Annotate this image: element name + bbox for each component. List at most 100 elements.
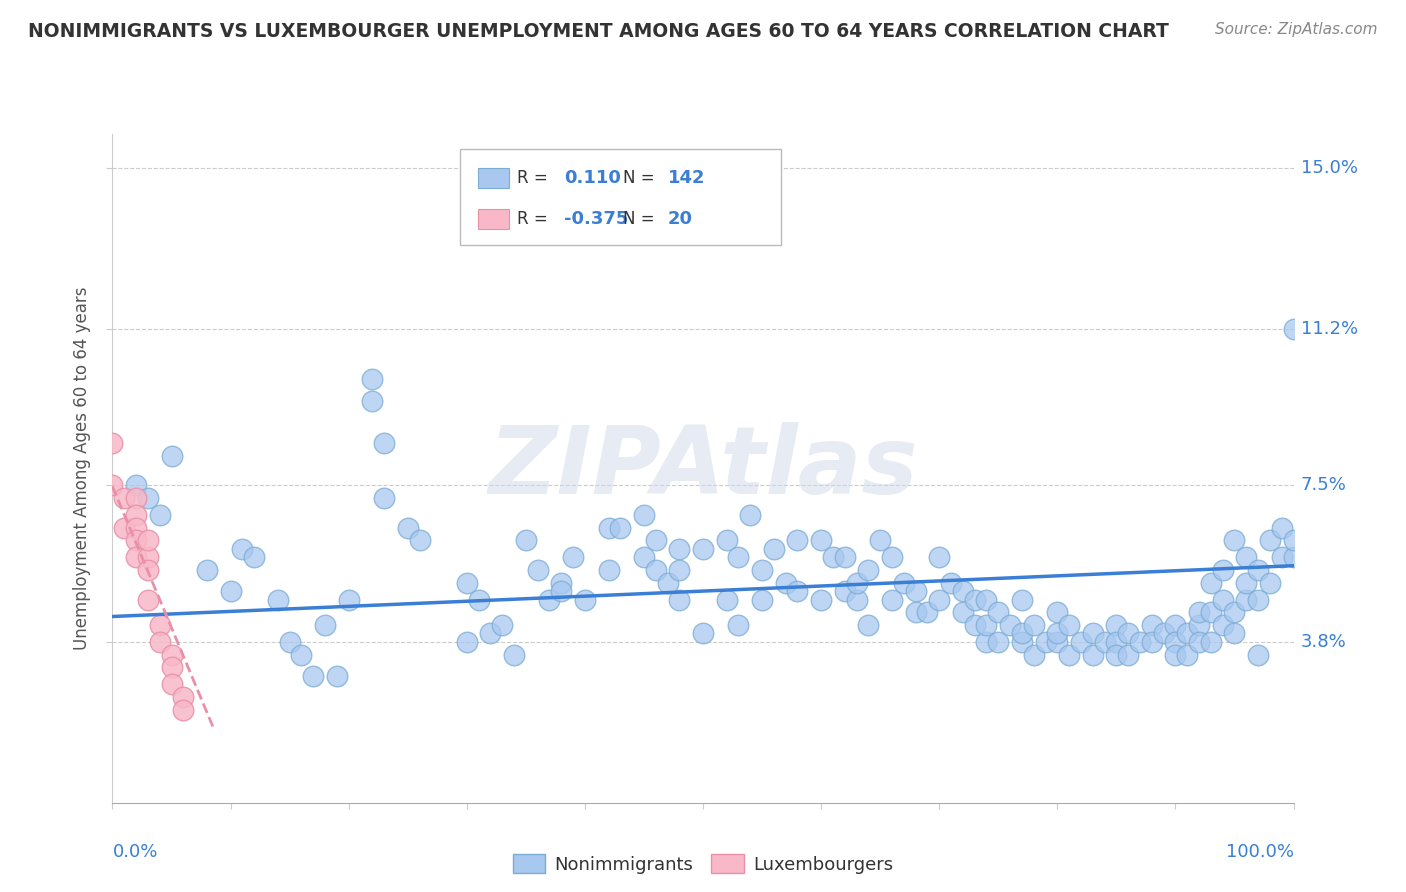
Point	[1164, 618, 1187, 632]
Point	[1175, 648, 1198, 662]
Point	[1011, 635, 1033, 649]
Point	[491, 618, 513, 632]
Point	[1116, 648, 1139, 662]
Point	[267, 592, 290, 607]
Point	[858, 618, 880, 632]
Point	[1116, 626, 1139, 640]
Point	[1105, 618, 1128, 632]
Point	[1046, 605, 1069, 619]
Point	[373, 491, 395, 505]
Point	[1188, 618, 1211, 632]
Point	[1247, 648, 1270, 662]
Point	[727, 618, 749, 632]
Point	[952, 605, 974, 619]
Point	[598, 520, 620, 534]
Point	[467, 592, 489, 607]
Point	[786, 584, 808, 599]
Point	[998, 618, 1021, 632]
Point	[740, 508, 762, 522]
Point	[172, 690, 194, 704]
Point	[243, 550, 266, 565]
Point	[219, 584, 242, 599]
Point	[456, 635, 478, 649]
Point	[1153, 626, 1175, 640]
Point	[904, 584, 927, 599]
Point	[1046, 626, 1069, 640]
Point	[125, 508, 148, 522]
Point	[810, 592, 832, 607]
Point	[1070, 635, 1092, 649]
Y-axis label: Unemployment Among Ages 60 to 64 years: Unemployment Among Ages 60 to 64 years	[73, 286, 91, 650]
Point	[845, 592, 868, 607]
Point	[136, 491, 159, 505]
Point	[515, 533, 537, 548]
Point	[101, 478, 124, 492]
Point	[939, 575, 962, 590]
Point	[1105, 648, 1128, 662]
Point	[160, 660, 183, 674]
Point	[562, 550, 585, 565]
Point	[396, 520, 419, 534]
Point	[101, 436, 124, 450]
Point	[136, 550, 159, 565]
Point	[751, 592, 773, 607]
Text: 0.0%: 0.0%	[112, 843, 157, 861]
Point	[1081, 648, 1104, 662]
Point	[1140, 618, 1163, 632]
Point	[1140, 635, 1163, 649]
Text: N =: N =	[623, 211, 654, 228]
Point	[278, 635, 301, 649]
Point	[125, 520, 148, 534]
Point	[1247, 563, 1270, 577]
Point	[1164, 635, 1187, 649]
Point	[976, 635, 998, 649]
Text: 142: 142	[668, 169, 706, 187]
Point	[361, 393, 384, 408]
Point	[716, 592, 738, 607]
Point	[952, 584, 974, 599]
Point	[1223, 605, 1246, 619]
Point	[668, 592, 690, 607]
Text: R =: R =	[517, 211, 548, 228]
Point	[987, 605, 1010, 619]
Point	[917, 605, 939, 619]
Point	[326, 669, 349, 683]
Point	[657, 575, 679, 590]
Point	[160, 449, 183, 463]
Point	[1247, 592, 1270, 607]
Point	[456, 575, 478, 590]
Point	[1188, 635, 1211, 649]
Text: R =: R =	[517, 169, 548, 187]
Point	[893, 575, 915, 590]
Point	[963, 592, 986, 607]
Point	[160, 648, 183, 662]
Point	[290, 648, 312, 662]
Point	[373, 436, 395, 450]
Point	[136, 563, 159, 577]
Text: Source: ZipAtlas.com: Source: ZipAtlas.com	[1215, 22, 1378, 37]
Point	[526, 563, 548, 577]
Point	[1258, 533, 1281, 548]
Point	[538, 592, 561, 607]
Point	[550, 575, 572, 590]
Point	[1271, 550, 1294, 565]
Point	[503, 648, 526, 662]
Text: 0.110: 0.110	[564, 169, 620, 187]
Point	[149, 508, 172, 522]
Point	[1212, 592, 1234, 607]
Point	[1234, 575, 1257, 590]
Text: 11.2%: 11.2%	[1301, 319, 1358, 337]
Point	[762, 541, 785, 556]
Text: NONIMMIGRANTS VS LUXEMBOURGER UNEMPLOYMENT AMONG AGES 60 TO 64 YEARS CORRELATION: NONIMMIGRANTS VS LUXEMBOURGER UNEMPLOYME…	[28, 22, 1168, 41]
Point	[125, 550, 148, 565]
Legend: Nonimmigrants, Luxembourgers: Nonimmigrants, Luxembourgers	[506, 847, 900, 880]
Point	[1282, 533, 1305, 548]
Point	[1199, 575, 1222, 590]
Point	[810, 533, 832, 548]
Text: -0.375: -0.375	[564, 211, 628, 228]
Point	[337, 592, 360, 607]
Point	[231, 541, 253, 556]
Point	[1011, 626, 1033, 640]
Point	[314, 618, 336, 632]
Point	[692, 541, 714, 556]
